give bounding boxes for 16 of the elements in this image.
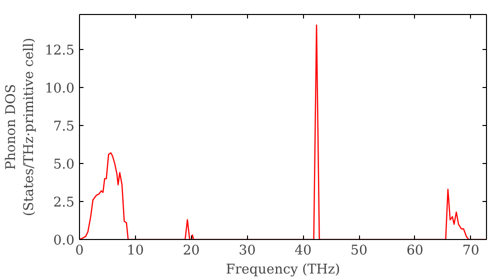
x-tick-label: 40 xyxy=(294,244,312,258)
y-tick-label: 5.0 xyxy=(53,157,75,172)
y-axis-title: Phonon DOS (States/THz·primitive cell) xyxy=(4,38,37,216)
y-tick-label: 2.5 xyxy=(53,195,75,210)
x-tick-label: 50 xyxy=(350,244,368,258)
x-tick-label: 30 xyxy=(238,244,256,258)
y-tick-label: 10.0 xyxy=(44,81,75,96)
x-tick-label: 10 xyxy=(126,244,144,258)
x-axis-title: Frequency (THz) xyxy=(226,262,340,278)
x-tick-label: 0 xyxy=(75,244,84,258)
x-tick-label: 20 xyxy=(182,244,200,258)
y-tick-label: 0.0 xyxy=(53,234,75,248)
x-tick-label: 70 xyxy=(462,244,480,258)
x-tick-label: 60 xyxy=(406,244,424,258)
y-tick-label: 7.5 xyxy=(53,119,75,134)
y-tick-label: 12.5 xyxy=(44,43,75,58)
